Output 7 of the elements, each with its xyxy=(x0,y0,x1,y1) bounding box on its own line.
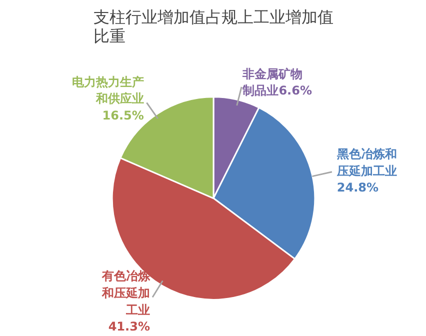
slice-label: 电力热力生产和供应业 xyxy=(72,74,144,106)
data-label: 41.3% xyxy=(108,320,150,334)
chart-title: 支柱行业增加值占规上工业增加值比重 xyxy=(94,8,334,46)
data-label: 16.5% xyxy=(102,108,144,122)
slice-label: 黑色冶炼和压延加工业 xyxy=(336,147,397,178)
slice-label: 非金属矿物制品业6.6% xyxy=(242,66,312,98)
data-label: 24.8% xyxy=(336,180,379,195)
